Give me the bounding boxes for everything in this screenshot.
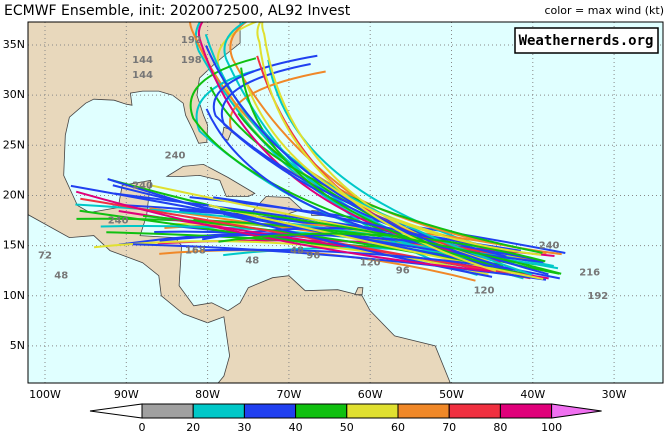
colorbar-label: 80 bbox=[493, 421, 507, 434]
track-label: 48 bbox=[290, 246, 304, 257]
track-label: 192 bbox=[181, 35, 202, 46]
ensemble-track bbox=[132, 243, 547, 281]
tracks bbox=[70, 22, 566, 282]
lon-label: 60W bbox=[358, 388, 383, 401]
colorbar-label: 60 bbox=[391, 421, 405, 434]
colorbar-arrow bbox=[551, 403, 602, 419]
ensemble-track bbox=[189, 22, 562, 256]
track-label: 96 bbox=[396, 266, 410, 277]
colorbar-segment bbox=[192, 403, 245, 419]
landmass bbox=[354, 287, 364, 296]
watermark: Weathernerds.org bbox=[519, 33, 654, 49]
track-label: 240 bbox=[165, 150, 186, 161]
ensemble-track bbox=[219, 208, 562, 275]
lat-label: 5N bbox=[10, 339, 25, 352]
colorbar-label: 70 bbox=[442, 421, 456, 434]
track-label: 216 bbox=[579, 268, 600, 279]
colorbar-segment bbox=[141, 403, 194, 419]
ensemble-track bbox=[75, 190, 491, 273]
track-label: 120 bbox=[474, 286, 495, 297]
colorbar-segment bbox=[243, 403, 297, 419]
track-label: 240 bbox=[108, 216, 129, 227]
legend-note: color = max wind (kt) bbox=[544, 4, 664, 17]
colorbar-segment bbox=[295, 403, 348, 419]
colorbar-segment bbox=[397, 403, 450, 419]
track-label: 144 bbox=[132, 70, 153, 81]
ensemble-track bbox=[93, 240, 489, 276]
colorbar-label: 30 bbox=[237, 421, 251, 434]
track-label: 120 bbox=[360, 258, 381, 269]
track-label: 240 bbox=[539, 241, 560, 252]
lat-label: 25N bbox=[3, 138, 25, 151]
colorbar-label: 50 bbox=[340, 421, 354, 434]
track-label: 96 bbox=[306, 251, 320, 262]
colorbar-segment bbox=[346, 403, 399, 419]
lon-label: 90W bbox=[114, 388, 139, 401]
lat-label: 35N bbox=[3, 38, 25, 51]
map-frame bbox=[27, 21, 664, 384]
track-label: 72 bbox=[38, 251, 52, 262]
track-label: 48 bbox=[54, 271, 68, 282]
title: ECMWF Ensemble, init: 2020072500, AL92 I… bbox=[4, 3, 351, 19]
lat-label: 10N bbox=[3, 289, 25, 302]
lon-label: 40W bbox=[520, 388, 545, 401]
ensemble-track bbox=[213, 196, 507, 258]
colorbar-segment bbox=[499, 403, 553, 419]
colorbar-label: 0 bbox=[139, 421, 146, 434]
track-label: 240 bbox=[132, 180, 153, 191]
track-label: 48 bbox=[245, 256, 259, 267]
lon-label: 80W bbox=[195, 388, 220, 401]
lat-label: 15N bbox=[3, 239, 25, 252]
ensemble-track bbox=[218, 232, 546, 263]
colorbar-label: 100 bbox=[541, 421, 562, 434]
watermark-box bbox=[514, 27, 659, 54]
ensemble-track bbox=[256, 22, 497, 272]
lat-label: 20N bbox=[3, 188, 25, 201]
track-label: 144 bbox=[132, 55, 153, 66]
colorbar-label: 20 bbox=[186, 421, 200, 434]
lat-label: 30N bbox=[3, 88, 25, 101]
track-label: 192 bbox=[587, 291, 608, 302]
colorbar-arrow bbox=[89, 403, 143, 419]
lon-label: 100W bbox=[29, 388, 61, 401]
lon-label: 70W bbox=[276, 388, 301, 401]
grid bbox=[28, 22, 663, 383]
ensemble-track bbox=[208, 204, 544, 281]
track-label: 168 bbox=[185, 246, 206, 257]
colorbar-segment bbox=[448, 403, 501, 419]
landmass bbox=[165, 163, 256, 197]
lon-label: 30W bbox=[602, 388, 627, 401]
colorbar: 0 20 30 40 50 60 70 80 100 bbox=[89, 403, 602, 434]
lon-label: 50W bbox=[439, 388, 464, 401]
ensemble-track bbox=[261, 22, 489, 262]
track-label: 198 bbox=[181, 55, 202, 66]
colorbar-label: 40 bbox=[289, 421, 303, 434]
